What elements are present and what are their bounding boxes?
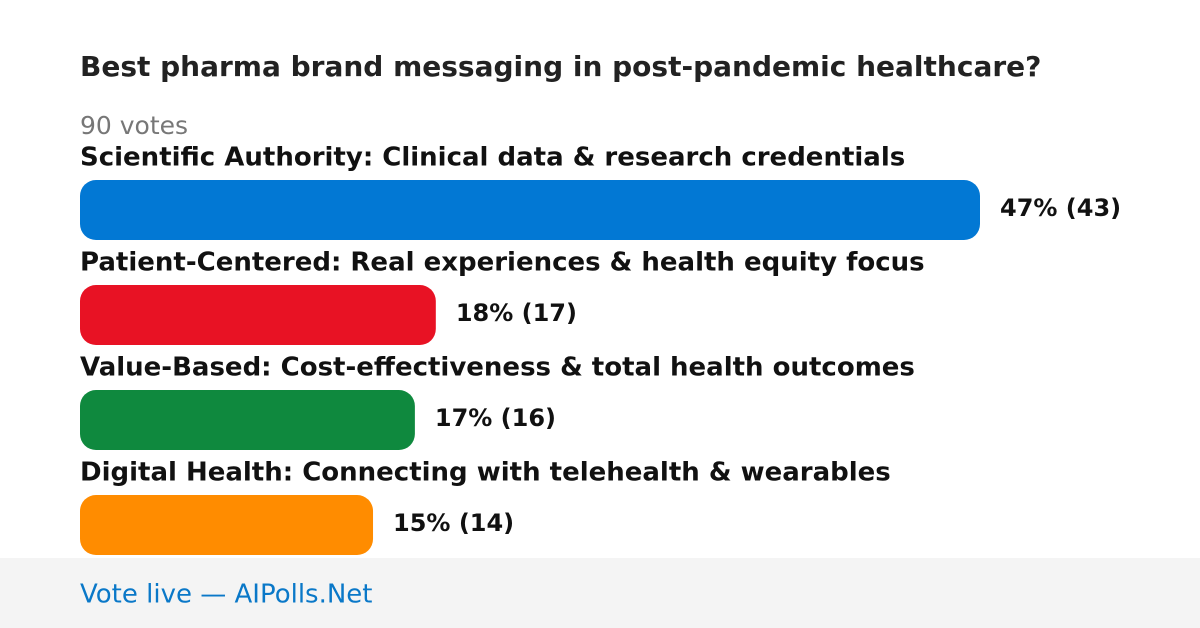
bar bbox=[80, 285, 436, 345]
bar bbox=[80, 180, 980, 240]
option-label: Scientific Authority: Clinical data & re… bbox=[80, 143, 905, 173]
option-label: Digital Health: Connecting with teleheal… bbox=[80, 458, 891, 488]
value-label: 18% (17) bbox=[456, 299, 577, 327]
bar bbox=[80, 390, 415, 450]
value-label: 17% (16) bbox=[435, 404, 556, 432]
option-label: Patient-Centered: Real experiences & hea… bbox=[80, 248, 925, 278]
footer-band bbox=[0, 558, 1200, 628]
bar bbox=[80, 495, 374, 555]
option-label: Value-Based: Cost-effectiveness & total … bbox=[80, 353, 915, 383]
value-label: 15% (14) bbox=[393, 509, 514, 537]
vote-count: 90 votes bbox=[80, 111, 188, 140]
value-label: 47% (43) bbox=[1000, 194, 1121, 222]
poll-title: Best pharma brand messaging in post-pand… bbox=[80, 50, 1041, 83]
footer-link[interactable]: Vote live — AIPolls.Net bbox=[80, 580, 373, 610]
